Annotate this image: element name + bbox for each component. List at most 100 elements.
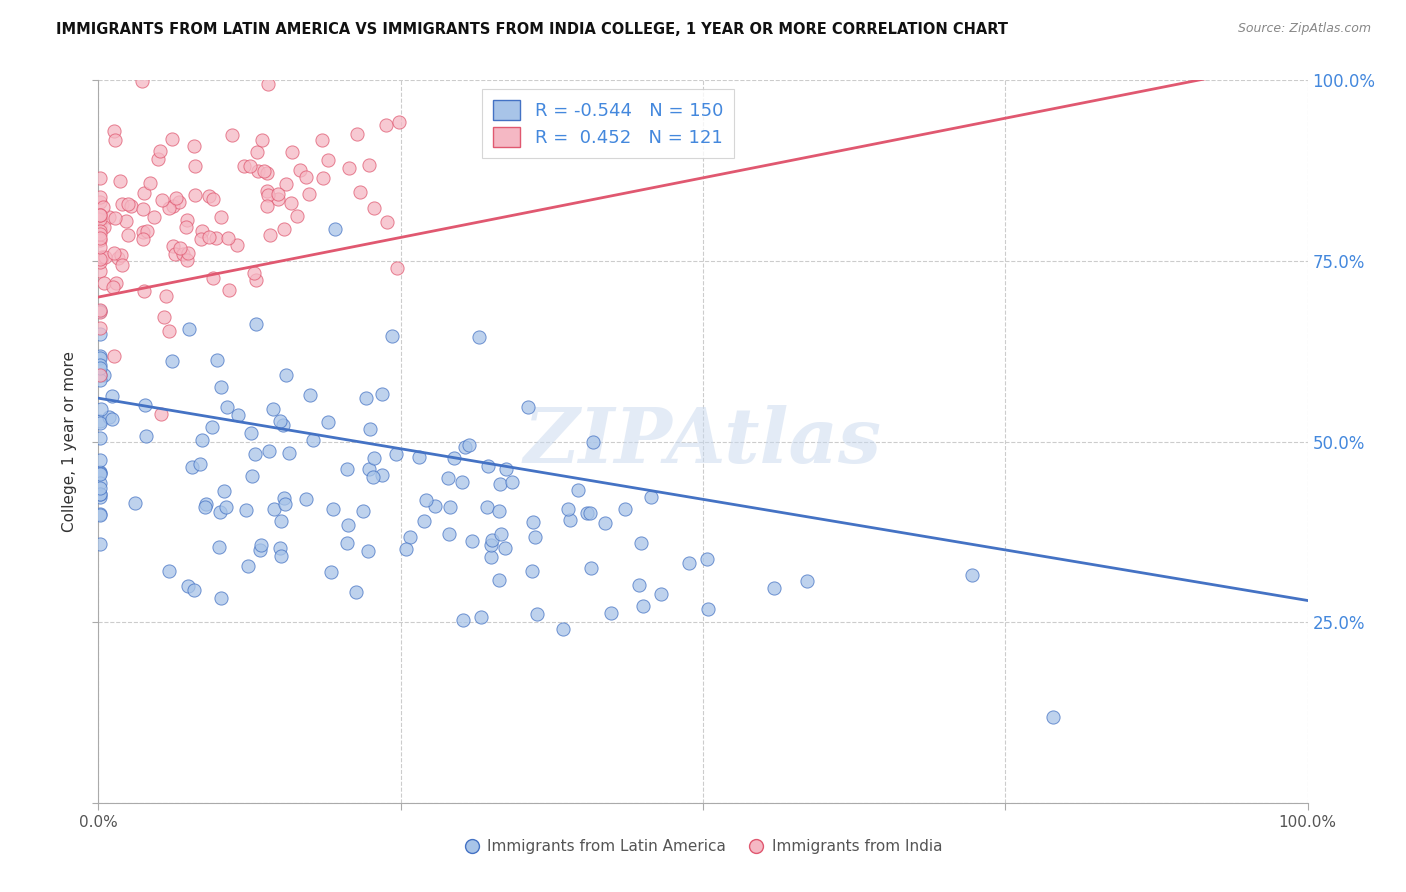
Point [451,613,474,627]
Point [176,246,198,260]
Point [323,222,346,236]
Point [240,425,263,440]
Point [762,581,785,595]
Point [295,491,318,506]
Point [89,487,111,501]
Point [202,271,225,285]
Point [89,303,111,318]
Point [576,506,599,520]
Point [204,230,226,244]
Point [226,238,249,252]
Point [599,607,621,621]
Point [89,360,111,375]
Point [207,353,229,368]
Point [104,211,127,226]
Point [89,227,111,242]
Point [239,159,262,173]
Point [385,260,408,275]
Point [475,500,498,514]
Point [103,124,125,138]
Point [298,187,321,202]
Point [256,184,278,198]
Point [481,533,503,547]
Point [111,197,134,211]
Point [253,163,276,178]
Point [582,434,605,449]
Point [132,232,155,246]
Point [488,574,510,588]
Point [257,77,280,91]
Point [157,565,180,579]
Point [110,248,132,262]
Point [553,622,575,636]
Point [298,388,321,402]
Point [630,536,652,550]
Point [439,500,461,514]
Point [179,322,201,336]
Point [280,196,302,211]
Point [89,416,111,430]
Point [470,609,492,624]
Point [384,447,406,461]
Point [578,506,600,520]
Point [153,310,176,324]
Point [215,500,238,514]
Point [246,145,269,160]
Point [124,496,146,510]
Point [149,407,172,421]
Point [375,215,398,229]
Point [101,389,124,403]
Point [89,320,111,334]
Point [495,462,517,476]
Point [437,470,460,484]
Point [370,468,392,483]
Point [93,250,115,264]
Point [361,470,384,484]
Point [349,185,371,199]
Point [89,231,111,245]
Point [162,132,184,146]
Point [796,574,818,588]
Point [336,518,359,533]
Point [98,409,121,424]
Point [423,499,446,513]
Point [696,552,718,566]
Point [89,467,111,481]
Point [271,417,294,432]
Point [93,220,115,235]
Point [110,174,132,188]
Point [134,398,156,412]
Point [579,561,602,575]
Point [89,208,111,222]
Point [458,438,481,452]
Point [228,409,250,423]
Point [165,191,187,205]
Point [169,241,191,255]
Point [322,501,344,516]
Point [412,514,434,528]
Point [103,349,125,363]
Point [89,537,111,551]
Point [259,228,281,243]
Point [111,259,134,273]
Point [461,534,484,549]
Point [183,139,205,153]
Point [176,252,198,267]
Point [359,462,381,476]
Point [138,176,160,190]
Point [89,240,111,254]
Point [557,502,579,516]
Point [408,450,430,464]
Point [236,558,259,573]
Point [89,304,111,318]
Point [443,450,465,465]
Point [371,387,394,401]
Point [89,368,111,382]
Point [188,457,211,471]
Point [89,373,111,387]
Point [381,328,404,343]
Point [184,159,207,173]
Point [257,444,280,458]
Point [89,219,111,233]
Point [277,446,299,460]
